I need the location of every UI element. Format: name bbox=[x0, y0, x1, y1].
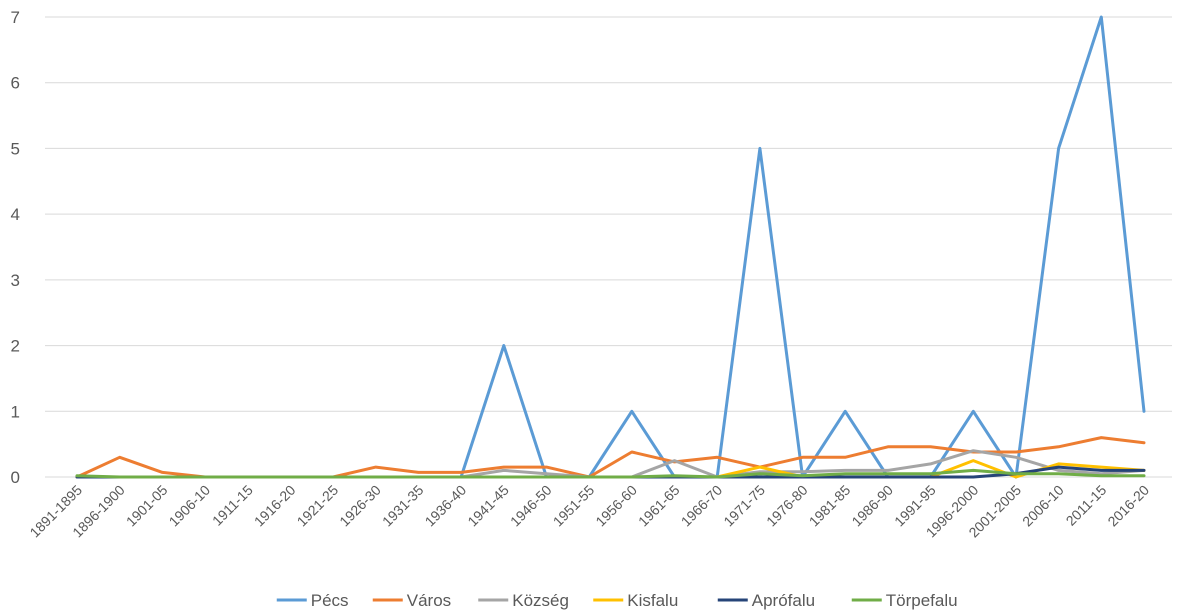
legend-label: Törpefalu bbox=[886, 591, 958, 610]
legend-item-5: Aprófalu bbox=[717, 591, 815, 610]
series-line-6 bbox=[75, 468, 1146, 479]
legend-label: Község bbox=[512, 591, 569, 610]
y-tick-label: 5 bbox=[11, 139, 20, 158]
y-tick-label: 4 bbox=[11, 205, 20, 224]
x-tick-label: 1971-75 bbox=[720, 482, 768, 530]
x-tick-label: 1961-65 bbox=[635, 482, 683, 530]
x-tick-label: 1916-20 bbox=[251, 482, 299, 530]
y-tick-label: 0 bbox=[11, 468, 20, 487]
x-tick-label: 1936-40 bbox=[422, 482, 470, 530]
series-lines bbox=[75, 15, 1146, 479]
y-tick-label: 6 bbox=[11, 74, 20, 93]
x-tick-label: 2006-10 bbox=[1019, 482, 1067, 530]
legend-item-1: Pécs bbox=[276, 591, 349, 610]
x-tick-label: 1941-45 bbox=[464, 482, 512, 530]
legend-label: Kisfalu bbox=[627, 591, 678, 610]
x-tick-label: 1911-15 bbox=[209, 482, 256, 529]
x-tick-label: 1951-55 bbox=[550, 482, 598, 530]
x-axis-ticks: 1891-18951896-19001901-051906-101911-151… bbox=[26, 482, 1152, 541]
legend-item-6: Törpefalu bbox=[851, 591, 958, 610]
x-tick-label: 1906-10 bbox=[166, 482, 214, 530]
legend-item-3: Község bbox=[478, 591, 569, 610]
x-tick-label: 1926-30 bbox=[336, 482, 384, 530]
x-tick-label: 2011-15 bbox=[1063, 482, 1110, 529]
y-tick-label: 3 bbox=[11, 271, 20, 290]
x-tick-label: 1986-90 bbox=[848, 482, 896, 530]
legend-item-4: Kisfalu bbox=[593, 591, 678, 610]
x-tick-label: 1976-80 bbox=[763, 482, 811, 530]
legend-label: Város bbox=[407, 591, 451, 610]
x-tick-label: 1946-50 bbox=[507, 482, 555, 530]
y-axis-ticks: 0 1 2 3 4 5 6 7 bbox=[11, 8, 20, 487]
x-tick-label: 1931-35 bbox=[379, 482, 427, 530]
gridlines bbox=[45, 16, 1172, 478]
x-tick-label: 2016-20 bbox=[1104, 482, 1152, 530]
series-line-1 bbox=[75, 15, 1146, 479]
y-tick-label: 2 bbox=[11, 337, 20, 356]
x-tick-label: 1981-85 bbox=[806, 482, 854, 530]
legend-item-2: Város bbox=[372, 591, 451, 610]
x-tick-label: 1956-60 bbox=[592, 482, 640, 530]
x-tick-label: 1921-25 bbox=[294, 482, 342, 530]
y-tick-label: 7 bbox=[11, 8, 20, 27]
y-tick-label: 1 bbox=[11, 402, 20, 421]
legend: Pécs Város Község Kisfalu Aprófalu Törpefalu bbox=[276, 591, 958, 610]
x-tick-label: 1901-05 bbox=[123, 482, 171, 530]
x-tick-label: 1966-70 bbox=[678, 482, 726, 530]
legend-label: Aprófalu bbox=[752, 591, 815, 610]
legend-label: Pécs bbox=[311, 591, 349, 610]
